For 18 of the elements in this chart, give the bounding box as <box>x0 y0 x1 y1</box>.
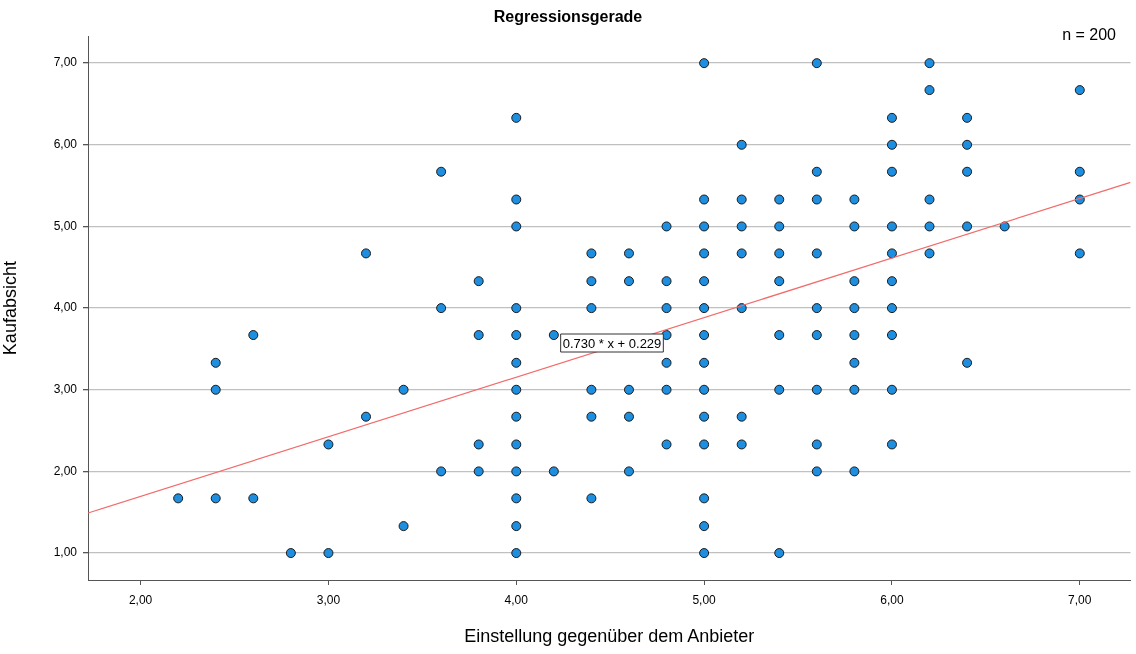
x-tick-label: 3,00 <box>316 592 341 607</box>
y-tick-label: 7,00 <box>53 55 78 70</box>
y-tick-label: 6,00 <box>53 137 78 152</box>
x-tick-label: 5,00 <box>692 592 717 607</box>
x-tick-label: 7,00 <box>1068 592 1092 607</box>
x-axis-title: Einstellung gegenüber dem Anbieter <box>464 626 755 647</box>
chart-title: Regressionsgerade <box>493 8 643 26</box>
y-tick-label: 4,00 <box>53 300 78 315</box>
annotation: n = 200 <box>1062 26 1117 44</box>
x-tick-label: 4,00 <box>504 592 529 607</box>
y-tick-label: 2,00 <box>53 463 78 478</box>
x-tick-label: 2,00 <box>128 592 153 607</box>
y-tick-label: 1,00 <box>53 545 78 560</box>
x-tick-label: 6,00 <box>880 592 904 607</box>
y-axis-title: Kaufabsicht <box>0 261 20 356</box>
y-tick-label: 3,00 <box>53 382 78 397</box>
y-tick-label: 5,00 <box>53 218 78 233</box>
annotation: 0.730 * x + 0.229 <box>562 335 662 351</box>
